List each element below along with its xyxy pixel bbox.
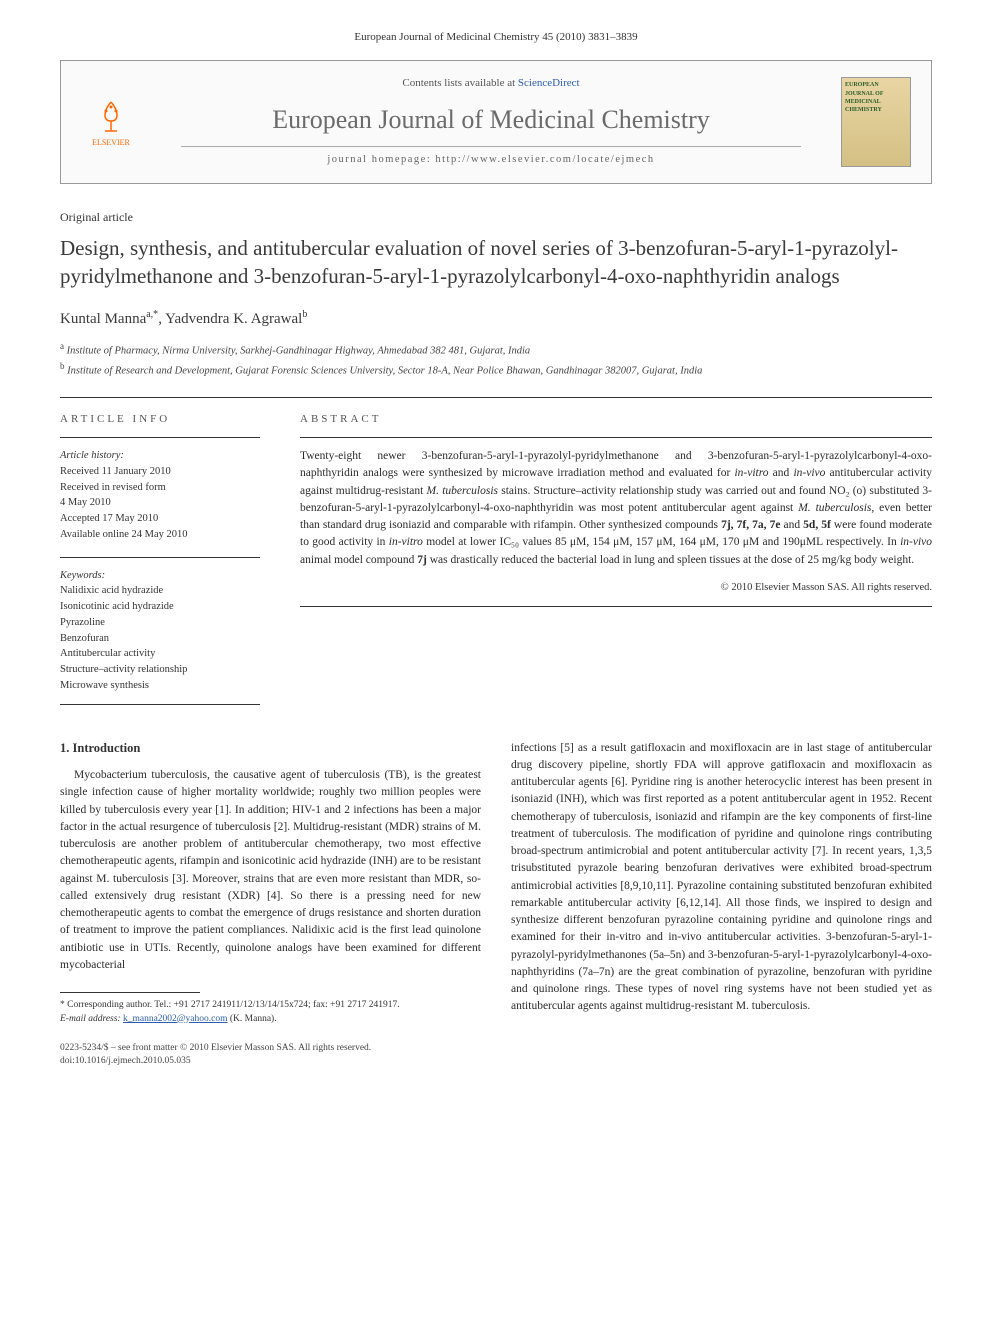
abstract-frag: and bbox=[769, 467, 794, 479]
journal-header-box: ELSEVIER Contents lists available at Sci… bbox=[60, 60, 932, 183]
abstract-frag: in-vitro bbox=[389, 536, 423, 548]
online-date: Available online 24 May 2010 bbox=[60, 527, 260, 543]
abstract-frag: 7j, 7f, 7a, 7e bbox=[721, 519, 780, 531]
abstract-frag: 5d, 5f bbox=[803, 519, 831, 531]
contents-prefix: Contents lists available at bbox=[402, 77, 517, 89]
keywords-label: Keywords: bbox=[60, 568, 260, 584]
revised-line1: Received in revised form bbox=[60, 480, 260, 496]
divider bbox=[60, 704, 260, 705]
history-label: Article history: bbox=[60, 448, 260, 464]
info-abstract-row: ARTICLE INFO Article history: Received 1… bbox=[60, 408, 932, 715]
article-info-column: ARTICLE INFO Article history: Received 1… bbox=[60, 408, 260, 715]
body-paragraph: Mycobacterium tuberculosis, the causativ… bbox=[60, 769, 481, 971]
abstract-frag: in-vivo bbox=[900, 536, 932, 548]
keyword: Antitubercular activity bbox=[60, 646, 260, 662]
divider bbox=[60, 557, 260, 558]
article-history: Article history: Received 11 January 201… bbox=[60, 448, 260, 543]
abstract-frag: M. tuberculosis bbox=[798, 502, 871, 514]
author-2-affil: b bbox=[302, 309, 307, 320]
abstract-frag: was drastically reduced the bacterial lo… bbox=[427, 554, 914, 566]
abstract-frag: model at lower IC₅₀ values 85 μM, 154 μM… bbox=[423, 536, 900, 548]
keywords-block: Keywords: Nalidixic acid hydrazide Isoni… bbox=[60, 568, 260, 694]
abstract-frag: M. tuberculosis bbox=[427, 485, 498, 497]
journal-cover-thumbnail: EUROPEAN JOURNAL OF MEDICINAL CHEMISTRY bbox=[841, 77, 911, 167]
divider bbox=[300, 437, 932, 438]
abstract-frag: in-vivo bbox=[793, 467, 825, 479]
abstract-frag: in-vitro bbox=[734, 467, 768, 479]
abstract-copyright: © 2010 Elsevier Masson SAS. All rights r… bbox=[300, 581, 932, 596]
footnote-separator bbox=[60, 992, 200, 993]
author-2: Yadvendra K. Agrawal bbox=[165, 311, 302, 327]
email-link[interactable]: k_manna2002@yahoo.com bbox=[123, 1014, 228, 1024]
keyword: Nalidixic acid hydrazide bbox=[60, 583, 260, 599]
abstract-frag: 7j bbox=[417, 554, 427, 566]
abstract-frag: and bbox=[780, 519, 803, 531]
homepage-url[interactable]: http://www.elsevier.com/locate/ejmech bbox=[435, 154, 654, 165]
affiliation-b: Institute of Research and Development, G… bbox=[67, 365, 702, 376]
author-1: Kuntal Manna bbox=[60, 311, 146, 327]
body-column-left: 1. Introduction Mycobacterium tuberculos… bbox=[60, 740, 481, 1069]
article-title: Design, synthesis, and antitubercular ev… bbox=[60, 234, 932, 291]
divider bbox=[300, 606, 932, 607]
keyword: Benzofuran bbox=[60, 631, 260, 647]
homepage-prefix: journal homepage: bbox=[327, 154, 435, 165]
intro-heading: 1. Introduction bbox=[60, 740, 481, 758]
abstract-frag: animal model compound bbox=[300, 554, 417, 566]
accepted-date: Accepted 17 May 2010 bbox=[60, 511, 260, 527]
elsevier-tree-icon bbox=[91, 97, 131, 137]
abstract-text: Twenty-eight newer 3-benzofuran-5-aryl-1… bbox=[300, 448, 932, 569]
divider bbox=[60, 397, 932, 398]
cover-title: EUROPEAN JOURNAL OF MEDICINAL CHEMISTRY bbox=[845, 81, 907, 115]
sciencedirect-link[interactable]: ScienceDirect bbox=[518, 77, 580, 89]
affiliation-a: Institute of Pharmacy, Nirma University,… bbox=[67, 346, 531, 357]
body-column-right: infections [5] as a result gatifloxacin … bbox=[511, 740, 932, 1069]
abstract-header: ABSTRACT bbox=[300, 408, 932, 427]
publisher-name: ELSEVIER bbox=[92, 137, 130, 148]
doi: doi:10.1016/j.ejmech.2010.05.035 bbox=[60, 1055, 481, 1068]
authors: Kuntal Mannaa,*, Yadvendra K. Agrawalb bbox=[60, 308, 932, 330]
keyword: Structure–activity relationship bbox=[60, 662, 260, 678]
publisher-logo: ELSEVIER bbox=[81, 92, 141, 152]
abstract-column: ABSTRACT Twenty-eight newer 3-benzofuran… bbox=[300, 408, 932, 715]
body-columns: 1. Introduction Mycobacterium tuberculos… bbox=[60, 740, 932, 1069]
contents-line: Contents lists available at ScienceDirec… bbox=[141, 76, 841, 91]
header-center: Contents lists available at ScienceDirec… bbox=[141, 76, 841, 167]
email-label: E-mail address: bbox=[60, 1014, 123, 1024]
corresponding-author-footnote: * Corresponding author. Tel.: +91 2717 2… bbox=[60, 999, 481, 1026]
intro-text-right: infections [5] as a result gatifloxacin … bbox=[511, 740, 932, 1016]
affiliations: a Institute of Pharmacy, Nirma Universit… bbox=[60, 340, 932, 379]
journal-reference: European Journal of Medicinal Chemistry … bbox=[60, 30, 932, 45]
article-type: Original article bbox=[60, 209, 932, 226]
corresponding-line: * Corresponding author. Tel.: +91 2717 2… bbox=[60, 999, 481, 1012]
journal-title: European Journal of Medicinal Chemistry bbox=[141, 102, 841, 138]
keyword: Isonicotinic acid hydrazide bbox=[60, 599, 260, 615]
keyword: Pyrazoline bbox=[60, 615, 260, 631]
intro-text-left: Mycobacterium tuberculosis, the causativ… bbox=[60, 767, 481, 974]
article-info-header: ARTICLE INFO bbox=[60, 408, 260, 427]
author-1-affil: a,* bbox=[146, 309, 158, 320]
received-date: Received 11 January 2010 bbox=[60, 464, 260, 480]
issn-copyright-line: 0223-5234/$ – see front matter © 2010 El… bbox=[60, 1042, 481, 1055]
revised-line2: 4 May 2010 bbox=[60, 495, 260, 511]
email-suffix: (K. Manna). bbox=[228, 1014, 277, 1024]
divider bbox=[181, 146, 801, 147]
divider bbox=[60, 437, 260, 438]
homepage-line: journal homepage: http://www.elsevier.co… bbox=[141, 153, 841, 168]
keyword: Microwave synthesis bbox=[60, 678, 260, 694]
